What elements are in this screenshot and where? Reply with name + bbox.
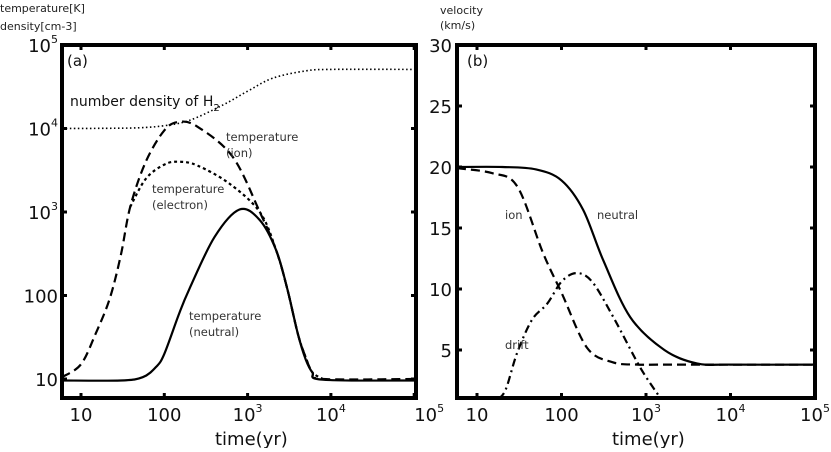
y-axis-label-b-line2: (km/s) <box>440 19 475 32</box>
y-axis-label-b-line1: velocity <box>440 4 483 17</box>
annotation-electron-temp-2: (electron) <box>152 198 208 212</box>
x-tick-label: 104 <box>316 402 346 426</box>
y-tick-label: 15 <box>429 219 452 240</box>
y-tick-label: 103 <box>28 200 58 224</box>
x-tick-label: 10 <box>466 405 489 426</box>
x-tick-label: 103 <box>631 402 661 426</box>
y-axis-label-line1: temperature[K] <box>0 2 85 15</box>
y-tick-label: 10 <box>35 370 58 391</box>
series-line-temperature-ion- <box>62 120 415 381</box>
y-tick-label: 5 <box>441 341 452 362</box>
panel-label-a: (a) <box>67 52 88 70</box>
y-tick-label: 20 <box>429 158 452 179</box>
annotation-neutral-temp-1: temperature <box>189 309 261 323</box>
x-axis-label-b: time(yr) <box>612 429 685 448</box>
x-tick-label: 103 <box>233 402 263 426</box>
series-line-number-density-of-h2 <box>62 68 415 130</box>
panel-b: velocity (km/s) 10 100 103 104 105 5 10 15 20 25 3… <box>429 4 830 450</box>
annotation-ion-temp-1: temperature <box>226 130 298 144</box>
x-tick-label: 105 <box>414 402 444 426</box>
series-line-ion <box>457 167 815 366</box>
annotation-electron-temp-1: temperature <box>152 182 224 196</box>
series-line-drift <box>497 271 660 398</box>
annotation-ion-temp-2: (ion) <box>226 146 253 160</box>
y-tick-label: 100 <box>24 287 58 308</box>
annotation-h2-density: number density of H2 <box>70 94 220 114</box>
y-axis-label-line2: density[cm-3] <box>0 20 77 33</box>
y-tick-label: 104 <box>28 117 58 141</box>
annotation-neutral-temp-2: (neutral) <box>189 325 239 339</box>
x-axis-label-a: time(yr) <box>215 429 288 448</box>
series-line-temperature-electron- <box>129 160 324 380</box>
x-tick-label: 105 <box>800 402 830 426</box>
panel-a: temperature[K] density[cm-3] 10 100 103 104… <box>0 2 444 450</box>
annotation-ion-velocity: ion <box>505 208 523 222</box>
x-tick-label: 100 <box>147 405 181 426</box>
annotation-drift-velocity: drift <box>505 338 529 352</box>
y-tick-label: 10 <box>429 280 452 301</box>
y-tick-label: 30 <box>429 36 452 57</box>
y-tick-label: 25 <box>429 97 452 118</box>
y-tick-label: 105 <box>28 33 58 57</box>
series-line-neutral <box>457 165 815 366</box>
panel-label-b: (b) <box>467 52 488 70</box>
x-tick-label: 100 <box>544 405 578 426</box>
annotation-neutral-velocity: neutral <box>597 208 638 222</box>
x-tick-label: 104 <box>716 402 746 426</box>
plot-frame-a <box>60 43 418 400</box>
plot-frame-b <box>455 43 817 400</box>
x-tick-label: 10 <box>70 405 93 426</box>
series-line-temperature-neutral- <box>62 207 415 382</box>
